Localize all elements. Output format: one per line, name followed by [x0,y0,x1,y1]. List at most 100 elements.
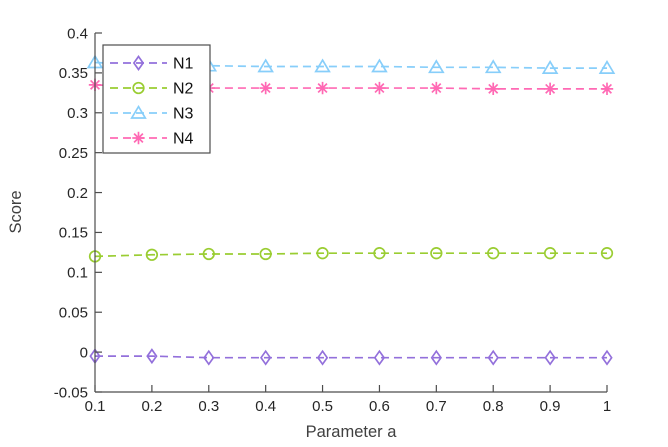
circle-marker-icon [259,247,272,261]
y-tick-label: 0 [80,344,88,361]
series-N4-marker [543,82,557,96]
series-N2-marker [487,247,500,260]
x-tick-label: 0.7 [426,398,447,415]
circle-marker-icon [543,247,557,260]
triangle-marker-icon [541,60,559,74]
asterisk-marker-icon [543,82,557,96]
diamond-marker-icon [203,349,215,366]
circle-marker-icon [430,247,443,260]
series-N3-marker [484,59,502,74]
legend-N1-label: N1 [173,56,194,73]
series-N1-marker [203,349,215,366]
diamond-marker-icon [132,55,145,71]
series-N1-marker [487,349,499,366]
series-N1-marker [316,349,329,366]
circle-marker-icon [202,247,215,261]
legend-N2-label: N2 [173,81,194,98]
diamond-marker-icon [316,349,329,366]
y-tick-label: 0.2 [67,185,88,202]
series-N4-marker [600,82,614,96]
legend-N4-label: N4 [173,131,194,148]
circle-marker-icon [487,247,500,260]
series-N2-marker [259,247,272,261]
series-N2-marker [543,247,557,260]
x-tick-label: 0.6 [369,398,390,415]
y-axis-label: Score [7,190,25,233]
circle-marker-icon [600,247,614,260]
diamond-marker-icon [601,349,613,366]
series-N1-marker [544,349,556,366]
x-tick-label: 0.1 [85,398,106,415]
series-N3-marker [371,58,388,73]
series-N4-marker [316,81,329,95]
series-N4-marker [373,81,386,95]
circle-marker-icon [145,248,159,261]
series-N2-marker [202,247,215,261]
series-N2-marker [145,248,159,261]
series-N2-line [94,252,607,258]
diamond-marker-icon [544,349,556,366]
x-tick-label: 0.9 [540,398,561,415]
x-axis-label: Parameter a [306,423,398,441]
series-N1-marker [260,349,272,366]
legend: N1 N2 N3 N4 [102,44,211,154]
diamond-marker-icon [430,349,442,366]
series-N4-marker [430,81,443,95]
series-N2-marker [430,247,443,260]
x-tick-label: 0.8 [483,398,504,415]
series-N1-marker [601,349,613,366]
series-N3-marker [257,58,274,73]
series-N2-marker [316,247,329,260]
series-N3-marker [428,59,445,74]
asterisk-marker-icon [316,81,329,95]
triangle-marker-icon [371,58,388,73]
y-tick-label: 0.4 [67,25,88,42]
asterisk-marker-icon [259,81,272,95]
diamond-marker-icon [260,349,272,366]
y-tick-label: 0.15 [59,225,88,242]
series-N1-marker [373,349,386,366]
asterisk-marker-icon [487,82,500,96]
series-N3-marker [598,60,616,74]
asterisk-marker-icon [373,81,386,95]
legend-N4-marker [132,131,145,145]
triangle-marker-icon [314,58,331,73]
legend-N1-marker [132,55,145,71]
asterisk-marker-icon [132,131,145,145]
legend-N3-label: N3 [173,106,194,123]
circle-marker-icon [316,247,329,260]
x-tick-label: 1 [603,398,611,415]
series-N4-marker [259,81,272,95]
x-tick-label: 0.2 [141,398,162,415]
series-N3-marker [541,60,559,74]
diamond-marker-icon [487,349,499,366]
x-tick-label: 0.4 [255,398,276,415]
triangle-marker-icon [130,104,147,119]
x-tick-label: 0.3 [198,398,219,415]
legend-N2-marker [132,81,145,95]
y-tick-label: -0.05 [54,384,88,401]
circle-marker-icon [132,81,145,95]
axes-layer: -0.05 0 0.05 0.1 0.15 0.2 0.25 0.3 0.35 0.4 0.1 0.2… [54,25,611,415]
diamond-marker-icon [146,348,158,365]
diamond-marker-icon [373,349,386,366]
series-N1-line [95,355,607,359]
y-tick-label: 0.25 [59,145,88,162]
legend-box [102,44,211,154]
series-N2-marker [600,247,614,260]
asterisk-marker-icon [600,82,614,96]
series-N1-marker [430,349,442,366]
y-tick-label: 0.05 [59,304,88,321]
circle-marker-icon [373,247,386,260]
triangle-marker-icon [428,59,445,74]
series-N3-marker [314,58,331,73]
asterisk-marker-icon [430,81,443,95]
y-tick-label: 0.1 [67,265,88,282]
triangle-marker-icon [484,59,502,74]
x-tick-label: 0.5 [312,398,333,415]
series-N1-marker [146,348,158,365]
y-tick-label: 0.3 [67,105,88,122]
legend-N3-marker [130,104,147,119]
